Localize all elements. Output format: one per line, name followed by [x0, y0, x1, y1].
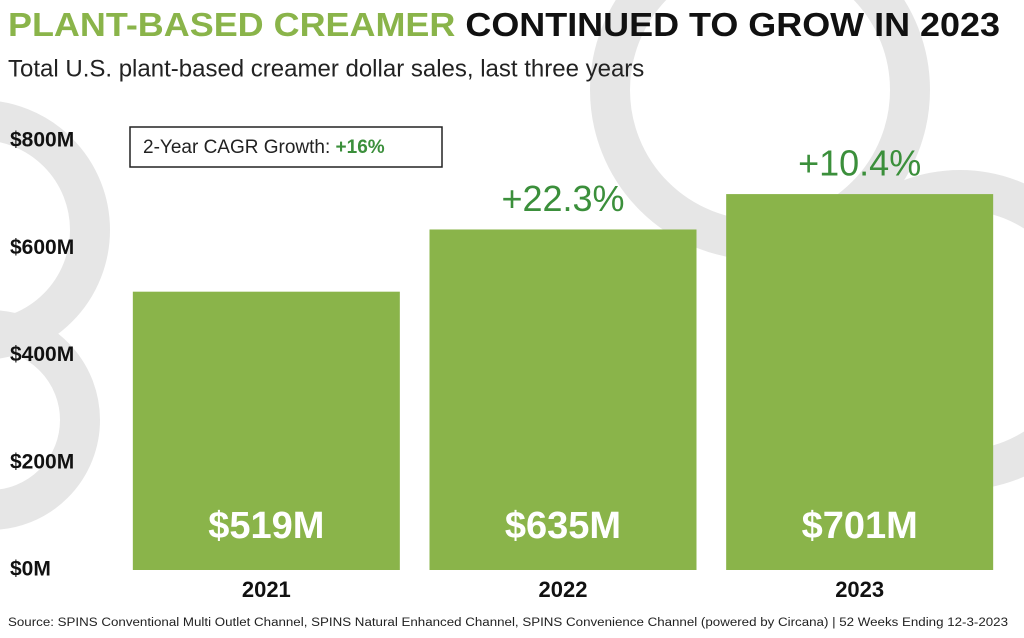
title-rest: CONTINUED TO GROW IN 2023	[465, 6, 1000, 43]
source: Source: SPINS Conventional Multi Outlet …	[8, 617, 1008, 629]
growth-label: +10.4%	[798, 143, 921, 184]
title-highlight: PLANT-BASED CREAMER	[8, 6, 456, 43]
y-tick-label: $200M	[10, 450, 74, 473]
annotation: 2-Year CAGR Growth: +16%	[143, 137, 385, 158]
annotation-value: +16%	[336, 137, 385, 158]
x-tick-label: 2022	[539, 577, 588, 602]
annotation-box	[129, 126, 443, 168]
y-tick-label: $400M	[10, 343, 74, 366]
bar	[429, 229, 697, 570]
y-tick-label: $600M	[10, 236, 74, 259]
annotation-label: 2-Year CAGR Growth:	[143, 137, 330, 158]
y-tick-label: $800M	[10, 129, 74, 152]
chart-subtitle: Total U.S. plant-based creamer dollar sa…	[8, 55, 644, 82]
bar	[726, 194, 994, 570]
x-tick-label: 2021	[242, 577, 291, 602]
value-label: $519M	[208, 505, 324, 547]
growth-label: +22.3%	[501, 178, 624, 219]
bar	[132, 291, 400, 570]
value-label: $701M	[802, 505, 918, 547]
y-tick-label: $0M	[10, 558, 51, 581]
chart-title: PLANT-BASED CREAMER CONTINUED TO GROW IN…	[8, 6, 1000, 43]
x-tick-label: 2023	[835, 577, 884, 602]
value-label: $635M	[505, 505, 621, 547]
